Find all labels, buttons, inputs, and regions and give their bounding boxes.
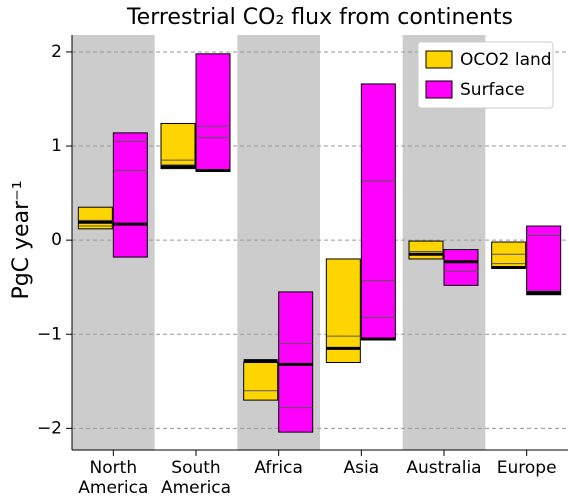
range-box <box>195 53 231 172</box>
y-tick-label: 2 <box>51 42 62 62</box>
legend-swatch <box>425 50 453 69</box>
range-box <box>526 225 562 296</box>
range-box <box>160 122 196 170</box>
legend-label: Surface <box>460 80 525 100</box>
x-tick-label: North America <box>78 458 149 498</box>
legend-swatch <box>425 80 453 99</box>
range-box <box>243 361 279 401</box>
range-box <box>443 249 479 286</box>
y-axis-label: PgC year⁻¹ <box>9 180 34 299</box>
x-tick-label: Europe <box>496 458 557 478</box>
legend-label: OCO2 land <box>460 50 552 70</box>
x-tick-label-box: Africa <box>254 458 303 478</box>
x-tick-label: Australia <box>406 458 482 478</box>
y-tick-label: −1 <box>37 324 62 344</box>
x-tick-label-box: North America <box>78 458 149 498</box>
x-tick-label-box: Asia <box>343 458 380 478</box>
range-box <box>325 258 361 363</box>
x-tick-label-box: Europe <box>496 458 557 478</box>
y-tick-label: 0 <box>51 230 62 250</box>
range-box <box>360 83 396 341</box>
range-box <box>112 132 148 258</box>
range-box <box>491 241 527 269</box>
x-tick-label: South America <box>160 458 232 498</box>
y-tick-label: −2 <box>37 418 62 438</box>
chart-title: Terrestrial CO₂ flux from continents <box>126 5 513 30</box>
x-tick-label-box: Australia <box>406 458 482 478</box>
x-tick-label-box: South America <box>160 458 232 498</box>
y-tick-label: 1 <box>51 136 62 156</box>
x-tick-label: Asia <box>343 458 380 478</box>
range-box <box>408 240 444 260</box>
range-box <box>278 291 314 433</box>
x-tick-label: Africa <box>254 458 303 478</box>
